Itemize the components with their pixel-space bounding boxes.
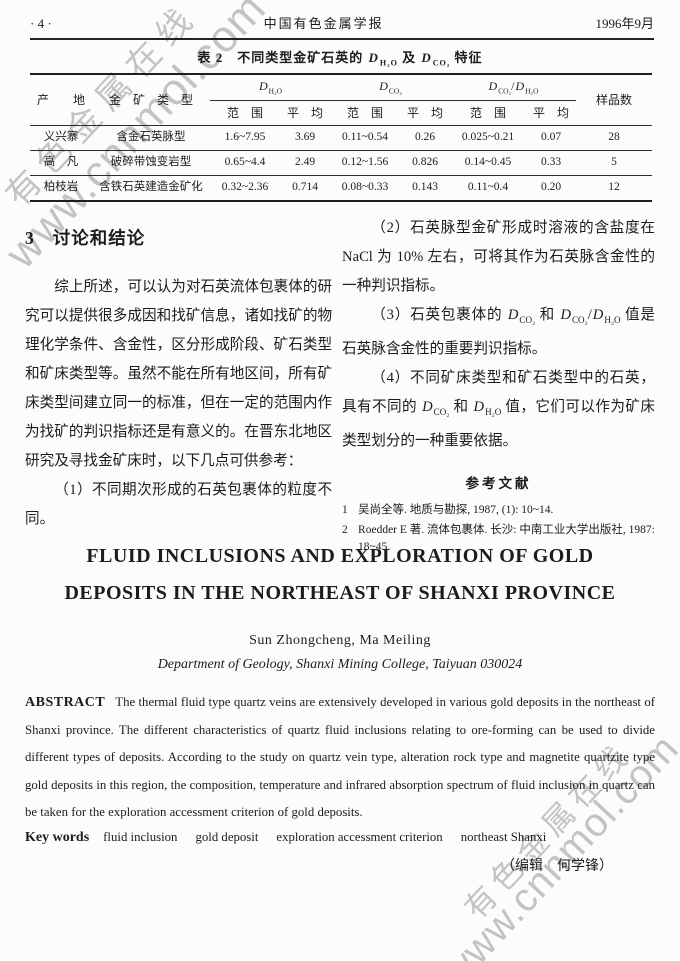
keyword: northeast Shanxi xyxy=(460,829,547,844)
editor-note: （编辑 何学锋） xyxy=(501,858,613,874)
cell-h2o-range: 0.65~4.4 xyxy=(224,156,266,169)
col-header-place: 产 地 xyxy=(36,93,85,107)
discussion-section: 3 讨论和结论 综上所述，可以认为对石英流体包裹体的研究可以提供很多成因和找矿信息… xyxy=(25,208,655,559)
abstract-label: ABSTRACT xyxy=(25,695,106,710)
table-row: 义兴寨 含金石英脉型 1.6~7.95 3.69 0.11~0.54 0.26 … xyxy=(30,125,653,151)
keyword: fluid inclusion xyxy=(103,829,178,844)
sub-header-avg: 平 均 xyxy=(287,106,324,120)
cell-co2-avg: 0.26 xyxy=(414,131,436,144)
discussion-intro-paragraph: 综上所述，可以认为对石英流体包裹体的研究可以提供很多成因和找矿信息，诸如找矿的物… xyxy=(25,279,333,469)
table-caption: 表 2 不同类型金矿石英的 DH₂O 及 DCO₂ 特征 xyxy=(197,50,483,68)
col-header-samples: 样品数 xyxy=(596,93,633,107)
discussion-point-3: （3）石英包裹体的 DCO₂ 和 DCO₂/DH₂O 值是石英脉含金性的重要判识… xyxy=(342,307,655,357)
header-rule xyxy=(30,38,654,40)
section-title: 讨论和结论 xyxy=(52,228,146,248)
col-group-d-co2: DCO₂ xyxy=(330,74,451,101)
cell-ratio-avg: 0.07 xyxy=(540,131,562,144)
table-row: 高 凡 破碎带蚀变岩型 0.65~4.4 2.49 0.12~1.56 0.82… xyxy=(30,150,653,176)
discussion-point-2: （2）石英脉型金矿形成时溶液的含盐度在 NaCl 为 10% 左右，可将其作为石… xyxy=(342,220,655,294)
cell-place: 高 凡 xyxy=(43,156,79,169)
section-heading: 3 讨论和结论 xyxy=(25,225,332,250)
col-header-ore-type: 金 矿 类 型 xyxy=(108,93,193,107)
quartz-characteristics-table: 产 地 金 矿 类 型 DH₂O DCO₂ DCO₂/DH₂O 样品数 范 围 … xyxy=(30,73,653,202)
abstract-paragraph: ABSTRACT The thermal fluid type quartz ve… xyxy=(25,689,655,827)
cell-ratio-range: 0.025~0.21 xyxy=(461,131,515,144)
keywords-line: Key words fluid inclusion gold deposit expl… xyxy=(25,830,655,846)
cell-ratio-range: 0.14~0.45 xyxy=(464,156,512,169)
cell-place: 义兴寨 xyxy=(43,131,79,144)
cell-ore-type: 破碎带蚀变岩型 xyxy=(110,156,192,169)
cell-h2o-range: 1.6~7.95 xyxy=(224,131,266,144)
cell-samples: 5 xyxy=(611,156,617,169)
issue-date: 1996年9月 xyxy=(595,16,654,31)
sub-header-range: 范 围 xyxy=(347,106,384,120)
cell-ratio-range: 0.11~0.4 xyxy=(467,181,509,194)
cell-samples: 28 xyxy=(608,131,620,144)
cell-h2o-avg: 0.714 xyxy=(292,181,318,194)
english-title-line1: FLUID INCLUSIONS AND EXPLORATION OF GOLD xyxy=(86,545,594,567)
journal-title: 中国有色金属学报 xyxy=(263,16,384,31)
reference-item: 2 Roedder E 著. 流体包裹体. 长沙: 中南工业大学出版社, 198… xyxy=(342,522,655,555)
section-number: 3 xyxy=(25,228,35,248)
cell-ore-type: 含金石英脉型 xyxy=(116,131,186,144)
running-head: · 4 · 中国有色金属学报 1996年9月 xyxy=(30,13,654,32)
cell-ratio-avg: 0.33 xyxy=(540,156,562,169)
references-heading: 参考文献 xyxy=(465,475,532,491)
page-number: · 4 · xyxy=(30,16,52,31)
reference-text: 吴尚全等. 地质与勘探, 1987, (1): 10~14. xyxy=(358,503,554,516)
keywords-label: Key words xyxy=(25,829,90,845)
english-affiliation: Department of Geology, Shanxi Mining Col… xyxy=(157,657,523,672)
cell-ratio-avg: 0.20 xyxy=(540,181,562,194)
sub-header-avg: 平 均 xyxy=(533,106,570,120)
cell-samples: 12 xyxy=(608,181,620,194)
sub-header-range: 范 围 xyxy=(226,106,263,120)
reference-number: 1 xyxy=(342,503,348,516)
keyword: gold deposit xyxy=(195,829,259,844)
cell-co2-avg: 0.143 xyxy=(412,181,438,194)
sub-header-avg: 平 均 xyxy=(407,106,444,120)
abstract-text: The thermal fluid type quartz veins are … xyxy=(25,695,655,819)
cell-h2o-avg: 3.69 xyxy=(294,131,316,144)
reference-item: 1 吴尚全等. 地质与勘探, 1987, (1): 10~14. xyxy=(342,502,655,519)
cell-co2-range: 0.11~0.54 xyxy=(341,131,389,144)
english-title: FLUID INCLUSIONS AND EXPLORATION OF GOLD… xyxy=(25,538,655,612)
discussion-point-1: （1）不同期次形成的石英包裹体的粒度不同。 xyxy=(25,482,333,527)
cell-h2o-avg: 2.49 xyxy=(294,156,316,169)
col-group-d-ratio: DCO₂/DH₂O xyxy=(450,74,577,101)
english-section: FLUID INCLUSIONS AND EXPLORATION OF GOLD… xyxy=(25,538,655,875)
reference-number: 2 xyxy=(342,524,348,537)
left-column: 3 讨论和结论 综上所述，可以认为对石英流体包裹体的研究可以提供很多成因和找矿信息… xyxy=(25,208,332,559)
keyword: exploration accessment criterion xyxy=(276,829,443,844)
cell-co2-avg: 0.826 xyxy=(412,156,438,169)
table-row: 柏枝岩 含铁石英建造金矿化 0.32~2.36 0.714 0.08~0.33 … xyxy=(30,175,653,202)
right-column: （2）石英脉型金矿形成时溶液的含盐度在 NaCl 为 10% 左右，可将其作为石… xyxy=(342,208,655,559)
english-authors: Sun Zhongcheng, Ma Meiling xyxy=(249,633,431,648)
reference-text: Roedder E 著. 流体包裹体. 长沙: 中南工业大学出版社, 1987:… xyxy=(358,524,655,553)
discussion-point-4: （4）不同矿床类型和矿石类型中的石英，具有不同的 DCO₂ 和 DH₂O 值，它… xyxy=(342,369,655,449)
cell-co2-range: 0.12~1.56 xyxy=(341,156,389,169)
cell-ore-type: 含铁石英建造金矿化 xyxy=(99,181,203,194)
cell-place: 柏枝岩 xyxy=(43,181,79,194)
cell-h2o-range: 0.32~2.36 xyxy=(221,181,269,194)
col-group-d-h2o: DH₂O xyxy=(210,74,331,101)
english-title-line2: DEPOSITS IN THE NORTHEAST OF SHANXI PROV… xyxy=(64,582,616,604)
cell-co2-range: 0.08~0.33 xyxy=(341,181,389,194)
sub-header-range: 范 围 xyxy=(470,106,507,120)
